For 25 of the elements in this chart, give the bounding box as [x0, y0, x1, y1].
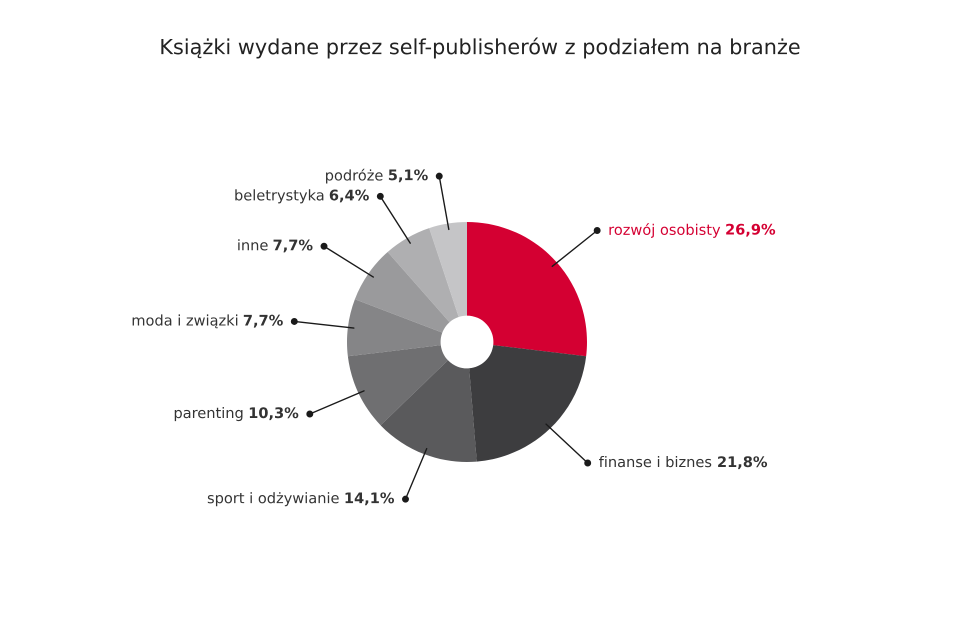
data-label: 5,1% [388, 169, 428, 182]
slice-label: podróże [326, 168, 383, 184]
data-label: 21,8% [718, 456, 768, 470]
data-label: 7,7% [274, 239, 313, 252]
data-label: 7,7% [244, 314, 283, 328]
donut-slice [388, 228, 459, 322]
chart-title: Książki wydane przez self-publisherów z podziałem na branże [161, 38, 800, 58]
slice-label: beletrystyka [235, 189, 324, 204]
slice-label: sport i odżywianie [208, 492, 339, 506]
data-label: 26,9% [726, 224, 776, 237]
donut-slice [380, 360, 477, 462]
data-label: 14,1% [346, 492, 394, 506]
donut-slice [467, 222, 587, 356]
donut-slice [429, 222, 467, 317]
donut-slice [469, 345, 586, 462]
data-label: 6,4% [330, 190, 369, 202]
donut-slice [348, 345, 448, 426]
data-label: 10,3% [250, 407, 298, 420]
slice-label: finanse i biznes [599, 456, 712, 468]
slice-label: moda i związki [132, 314, 238, 328]
slice-label: inne [238, 239, 268, 250]
donut-slice [347, 299, 442, 356]
slice-label: rozwój osobisty [609, 223, 720, 238]
donut-slice [354, 252, 450, 333]
slice-label: parenting [174, 406, 242, 422]
